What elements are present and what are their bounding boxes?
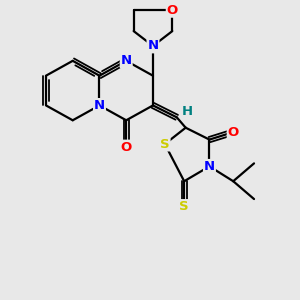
Text: N: N — [204, 160, 215, 173]
Text: O: O — [121, 140, 132, 154]
Text: H: H — [182, 105, 193, 118]
Text: O: O — [167, 4, 178, 17]
Text: N: N — [94, 99, 105, 112]
Text: S: S — [160, 138, 170, 151]
Text: S: S — [179, 200, 189, 213]
Text: N: N — [147, 40, 158, 52]
Text: N: N — [121, 54, 132, 67]
Text: O: O — [228, 126, 239, 139]
